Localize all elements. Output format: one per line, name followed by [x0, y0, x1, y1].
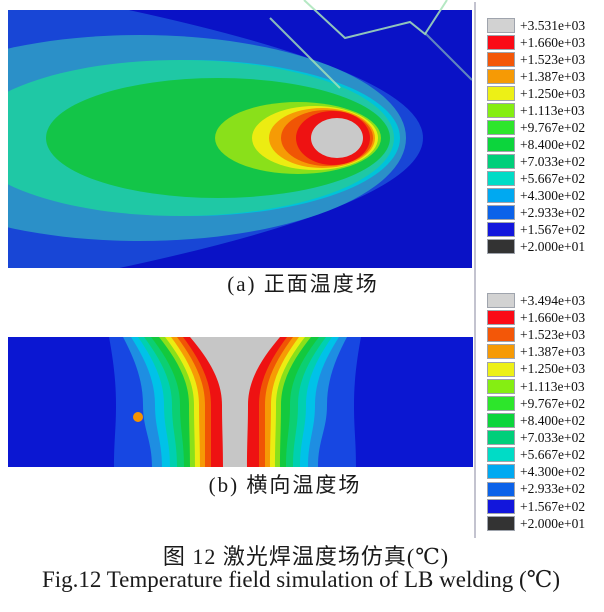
legend-color-swatch — [487, 18, 515, 33]
legend-row: +1.113e+03 — [487, 378, 585, 395]
legend-row: +2.000e+01 — [487, 515, 585, 532]
legend-color-swatch — [487, 171, 515, 186]
legend-value: +1.523e+03 — [520, 327, 586, 343]
legend-color-swatch — [487, 35, 515, 50]
legend-color-swatch — [487, 69, 515, 84]
legend-row: +9.767e+02 — [487, 119, 585, 136]
legend-row: +7.033e+02 — [487, 153, 585, 170]
legend-row: +1.523e+03 — [487, 326, 585, 343]
legend-row: +1.567e+02 — [487, 498, 585, 515]
legend-color-swatch — [487, 361, 515, 377]
legend-color-swatch — [487, 310, 515, 326]
legend-row: +1.387e+03 — [487, 68, 585, 85]
front-temperature-contour-plot — [8, 10, 472, 268]
legend-color-swatch — [487, 137, 515, 152]
legend-value: +1.250e+03 — [520, 361, 586, 377]
legend-row: +2.000e+01 — [487, 238, 585, 255]
legend-color-swatch — [487, 205, 515, 220]
legend-color-swatch — [487, 413, 515, 429]
transverse-temperature-contour-plot — [8, 337, 473, 467]
legend-row: +7.033e+02 — [487, 429, 585, 446]
legend-row: +1.387e+03 — [487, 343, 585, 360]
legend-value: +3.531e+03 — [520, 17, 586, 33]
legend-color-swatch — [487, 154, 515, 169]
legend-row: +3.531e+03 — [487, 17, 585, 34]
legend-row: +1.113e+03 — [487, 102, 585, 119]
legend-color-swatch — [487, 344, 515, 360]
legend-row: +8.400e+02 — [487, 412, 585, 429]
legend-color-swatch — [487, 293, 515, 309]
legend-color-swatch — [487, 395, 515, 411]
legend-color-swatch — [487, 52, 515, 67]
legend-value: +2.933e+02 — [520, 204, 586, 220]
contour-band — [190, 337, 280, 467]
legend-color-swatch — [487, 430, 515, 446]
legend-color-swatch — [487, 188, 515, 203]
legend-row: +1.567e+02 — [487, 221, 585, 238]
legend-row: +1.660e+03 — [487, 309, 585, 326]
legend-color-swatch — [487, 222, 515, 237]
legend-color-swatch — [487, 464, 515, 480]
legend-row: +1.523e+03 — [487, 51, 585, 68]
legend-color-swatch — [487, 515, 515, 531]
legend-row: +1.250e+03 — [487, 85, 585, 102]
temperature-legend-front: +3.531e+03 +1.660e+03 +1.523e+03 +1.387e+03… — [487, 17, 585, 255]
measurement-point-marker — [133, 412, 143, 422]
contour-band — [311, 118, 363, 158]
legend-color-swatch — [487, 327, 515, 343]
legend-value: +5.667e+02 — [520, 447, 586, 463]
legend-value: +1.567e+02 — [520, 221, 586, 237]
legend-color-swatch — [487, 86, 515, 101]
legend-value: +7.033e+02 — [520, 429, 586, 445]
legend-value: +1.660e+03 — [520, 309, 586, 325]
legend-value: +1.567e+02 — [520, 498, 586, 514]
legend-row: +1.660e+03 — [487, 34, 585, 51]
legend-value: +9.767e+02 — [520, 395, 586, 411]
legend-row: +4.300e+02 — [487, 463, 585, 480]
figure-caption-english: Fig.12 Temperature field simulation of L… — [41, 567, 561, 592]
figure-caption-chinese: 图 12 激光焊温度场仿真(℃) — [162, 544, 450, 569]
legend-value: +9.767e+02 — [520, 119, 586, 135]
legend-value: +1.113e+03 — [520, 378, 585, 394]
legend-color-swatch — [487, 103, 515, 118]
legend-value: +1.387e+03 — [520, 68, 586, 84]
legend-value: +3.494e+03 — [520, 292, 586, 308]
subcaption-front-field: (a) 正面温度场 — [227, 272, 379, 296]
legend-value: +8.400e+02 — [520, 412, 586, 428]
legend-color-swatch — [487, 239, 515, 254]
legend-row: +1.250e+03 — [487, 361, 585, 378]
legend-value: +2.000e+01 — [520, 238, 586, 254]
legend-row: +5.667e+02 — [487, 446, 585, 463]
legend-value: +1.660e+03 — [520, 34, 586, 50]
legend-value: +2.000e+01 — [520, 515, 586, 531]
legend-row: +5.667e+02 — [487, 170, 585, 187]
legend-value: +4.300e+02 — [520, 464, 586, 480]
legend-value: +8.400e+02 — [520, 136, 586, 152]
legend-color-swatch — [487, 481, 515, 497]
legend-value: +7.033e+02 — [520, 153, 586, 169]
legend-value: +4.300e+02 — [520, 187, 586, 203]
legend-row: +8.400e+02 — [487, 136, 585, 153]
legend-color-swatch — [487, 120, 515, 135]
legend-color-swatch — [487, 378, 515, 394]
legend-row: +4.300e+02 — [487, 187, 585, 204]
legend-divider-line — [474, 2, 476, 538]
legend-row: +3.494e+03 — [487, 292, 585, 309]
legend-value: +1.113e+03 — [520, 102, 585, 118]
legend-value: +1.523e+03 — [520, 51, 586, 67]
subcaption-transverse-field: (b) 横向温度场 — [208, 473, 362, 497]
legend-value: +1.250e+03 — [520, 85, 586, 101]
legend-row: +2.933e+02 — [487, 204, 585, 221]
legend-value: +2.933e+02 — [520, 481, 586, 497]
legend-color-swatch — [487, 447, 515, 463]
temperature-legend-transverse: +3.494e+03 +1.660e+03 +1.523e+03 +1.387e+03… — [487, 292, 585, 532]
legend-color-swatch — [487, 498, 515, 514]
legend-value: +5.667e+02 — [520, 170, 586, 186]
legend-value: +1.387e+03 — [520, 344, 586, 360]
legend-row: +9.767e+02 — [487, 395, 585, 412]
legend-row: +2.933e+02 — [487, 481, 585, 498]
